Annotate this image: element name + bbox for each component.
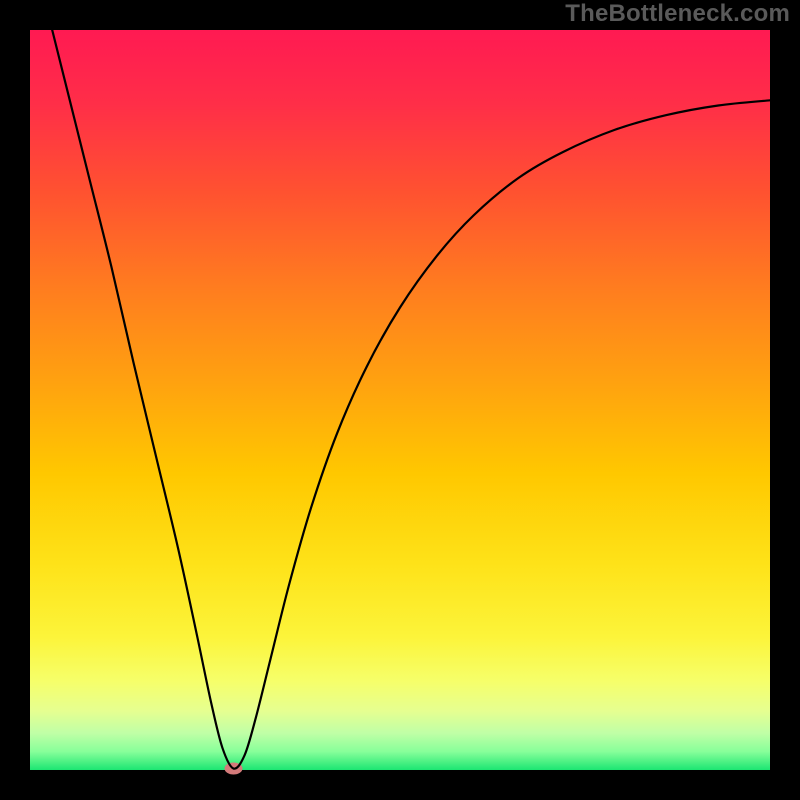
chart-plot-area: [30, 30, 770, 770]
watermark-label: TheBottleneck.com: [565, 0, 790, 28]
bottleneck-chart: [0, 0, 800, 800]
chart-container: TheBottleneck.com: [0, 0, 800, 800]
